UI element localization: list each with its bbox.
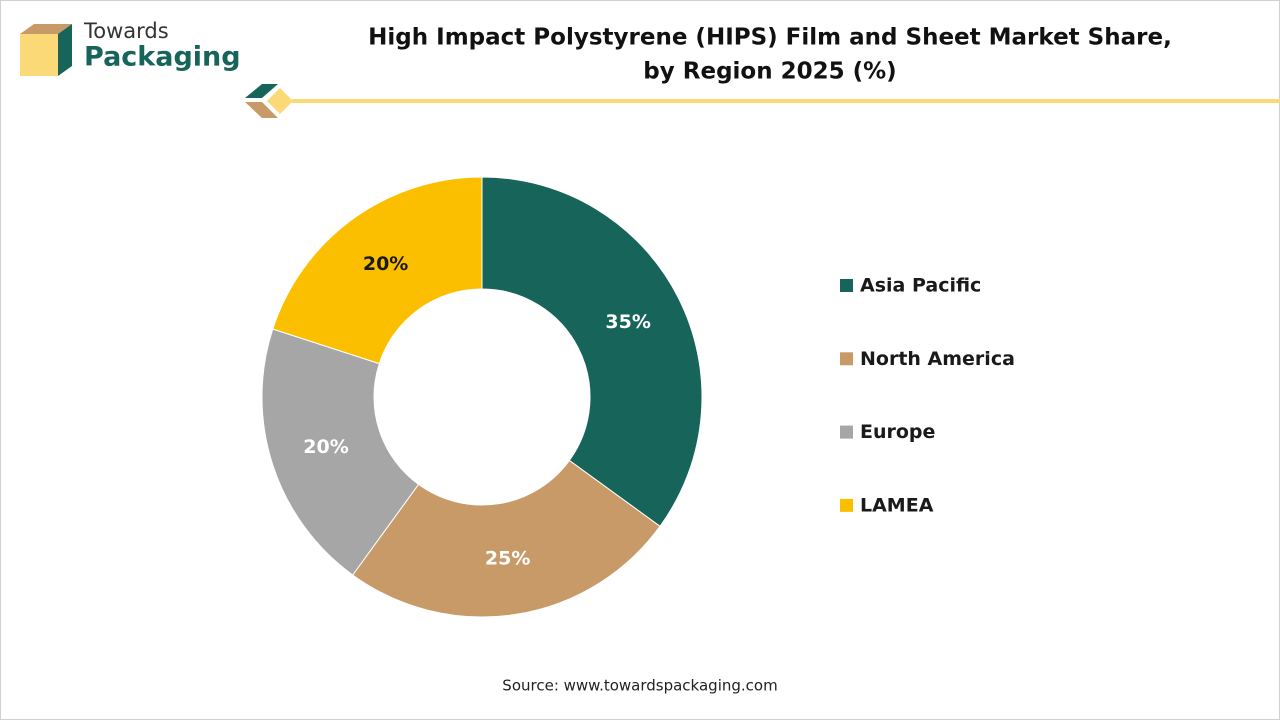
data-label: 35%	[605, 311, 650, 333]
data-label: 20%	[363, 253, 408, 275]
logo-text: Towards	[83, 19, 169, 43]
source: Source: www.towardspackaging.com	[502, 677, 777, 695]
donut-slice	[261, 328, 420, 576]
header-divider	[245, 84, 1280, 118]
chart-title: High Impact Polystyrene (HIPS) Film and …	[368, 25, 1172, 51]
legend-label: North America	[860, 348, 1015, 370]
chart-title: by Region 2025 (%)	[643, 59, 896, 85]
legend-swatch	[840, 425, 853, 439]
data-label: 20%	[303, 436, 348, 458]
legend-label: LAMEA	[860, 494, 934, 516]
legend-swatch	[840, 279, 853, 292]
legend-swatch	[840, 352, 853, 366]
donut-slice	[351, 459, 661, 618]
legend-label: Europe	[860, 421, 935, 443]
legend-swatch	[840, 498, 853, 512]
donut-slice	[481, 176, 703, 528]
data-label: 25%	[485, 547, 530, 569]
logo-icon	[20, 24, 72, 76]
donut-slice	[272, 176, 483, 365]
logo-text: Packaging	[84, 42, 241, 73]
legend-label: Asia Pacific	[860, 275, 981, 297]
